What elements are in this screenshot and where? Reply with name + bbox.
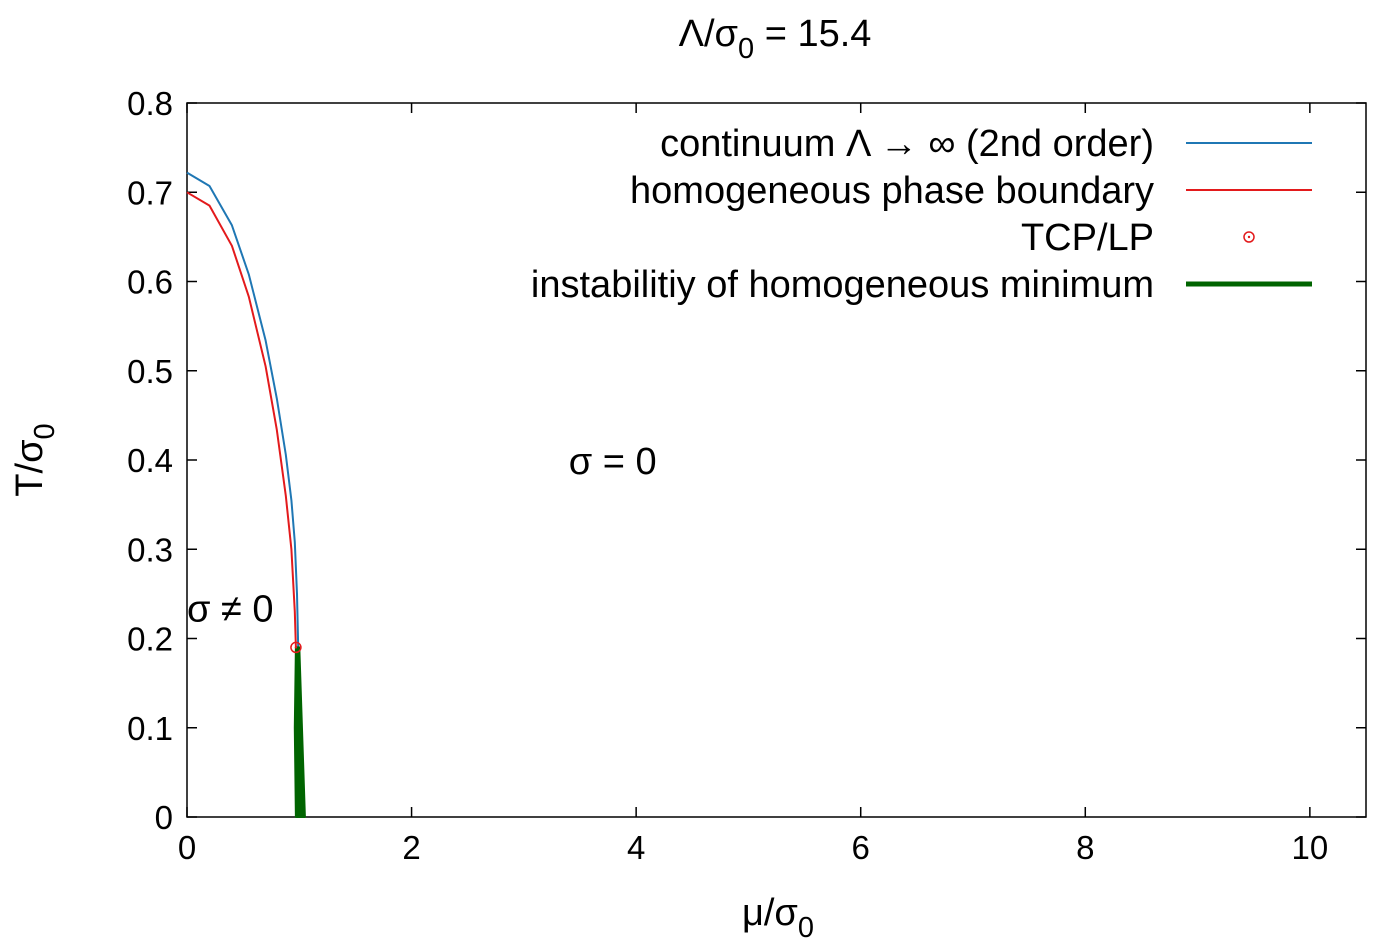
- annotation-1: σ ≠ 0: [187, 588, 274, 630]
- y-axis-label: T/σ0: [9, 423, 61, 496]
- y-tick-label: 0.4: [127, 442, 173, 479]
- annotations: σ = 0 σ ≠ 0: [187, 441, 657, 630]
- legend-label-0: continuum Λ → ∞ (2nd order): [660, 123, 1154, 165]
- y-tick-label: 0.5: [127, 353, 173, 390]
- series-layer: [186, 171, 306, 818]
- y-tick-label: 0: [155, 799, 173, 836]
- legend-label-1: homogeneous phase boundary: [630, 170, 1154, 212]
- legend-label-2: TCP/LP: [1021, 217, 1154, 259]
- annotation-0: σ = 0: [569, 441, 657, 483]
- x-tick-label: 2: [402, 829, 420, 866]
- series-line-1: [186, 191, 297, 648]
- legend-swatch-2: [1243, 231, 1255, 243]
- y-tick-label: 0.3: [127, 531, 173, 568]
- y-axis-label-sub: 0: [29, 423, 61, 439]
- x-axis-label-sub: 0: [798, 912, 814, 944]
- y-axis-label-main: T/σ: [9, 439, 51, 496]
- x-tick-label: 0: [178, 829, 196, 866]
- chart-title-main: Λ/σ: [679, 13, 738, 55]
- y-tick-label: 0.7: [127, 174, 173, 211]
- series-line-0: [186, 171, 301, 817]
- legend-swatch-center-2: [1247, 235, 1251, 239]
- chart-title-sub: 0: [738, 33, 754, 65]
- series-point-center-2: [294, 646, 298, 649]
- series-band-3: [293, 646, 306, 818]
- chart-title-tail: = 15.4: [754, 13, 871, 55]
- chart-title: Λ/σ0 = 15.4: [679, 13, 872, 65]
- y-tick-label: 0.6: [127, 264, 173, 301]
- axis-ticks: 0 2 4 6 8 10 0 0.1 0.2 0.3 0.4 0.5 0.6 0.7 0.8: [127, 85, 1366, 866]
- y-tick-label: 0.1: [127, 710, 173, 747]
- legend: continuum Λ → ∞ (2nd order) homogeneous p…: [531, 123, 1312, 306]
- x-axis-label: μ/σ0: [742, 892, 814, 944]
- x-tick-label: 8: [1076, 829, 1094, 866]
- legend-label-3: instabilitiy of homogeneous minimum: [531, 264, 1154, 306]
- series-point-2: [290, 641, 302, 654]
- x-tick-label: 4: [627, 829, 645, 866]
- x-tick-label: 6: [852, 829, 870, 866]
- y-tick-label: 0.8: [127, 85, 173, 122]
- x-tick-label: 10: [1291, 829, 1328, 866]
- y-tick-label: 0.2: [127, 621, 173, 658]
- x-axis-label-main: μ/σ: [742, 892, 798, 934]
